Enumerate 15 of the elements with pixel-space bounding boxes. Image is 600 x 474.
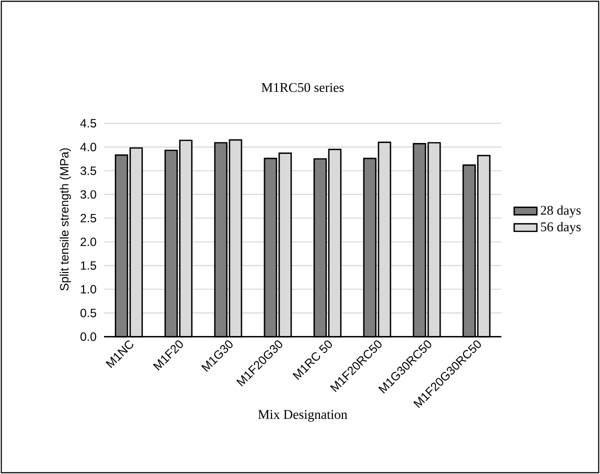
y-tick-label: 2.5 <box>80 214 96 222</box>
chart-title: M1RC50 series <box>262 83 344 92</box>
y-tick-label: 0.5 <box>80 308 96 318</box>
y-tick-label: 4.0 <box>80 142 96 152</box>
y-tick-label: 3.5 <box>80 166 96 175</box>
y-axis-title: Split tensile strength (MPa) <box>60 148 71 291</box>
legend-label: 28 days <box>540 205 581 218</box>
y-tick-label: 3.0 <box>80 190 96 199</box>
y-tick-label: 1.0 <box>80 285 96 294</box>
y-tick-label: 1.5 <box>80 261 96 270</box>
y-tick-label: 0.0 <box>80 332 96 341</box>
y-tick-label: 4.5 <box>80 119 96 128</box>
x-axis-title: Mix Designation <box>258 410 348 422</box>
legend-label: 56 days <box>540 222 581 234</box>
y-tick-label: 2.0 <box>80 238 96 246</box>
